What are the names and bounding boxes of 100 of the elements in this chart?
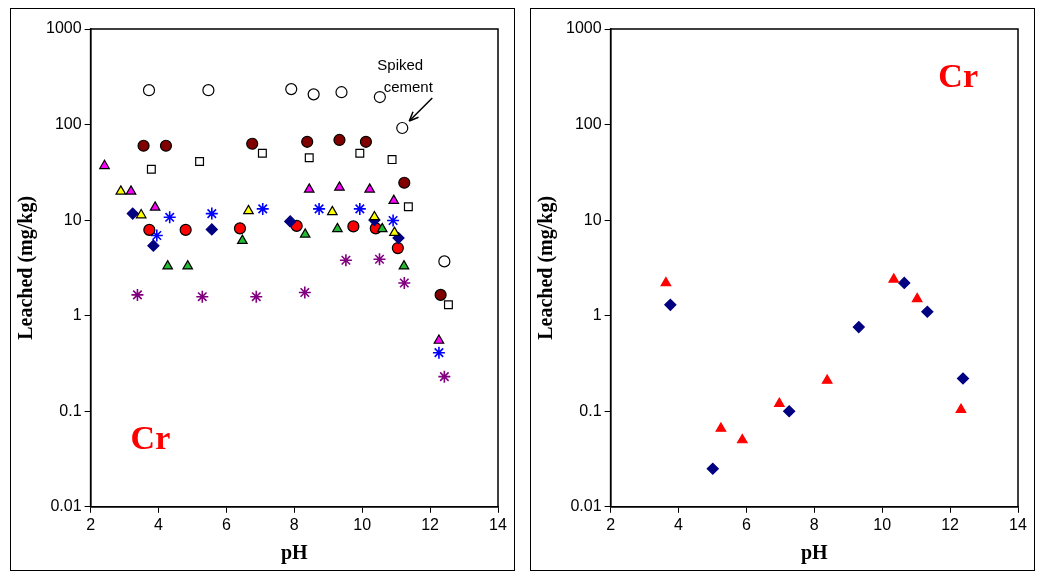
y-tick-label: 100: [54, 114, 82, 132]
point: [312, 202, 326, 216]
x-tick-label: 10: [353, 515, 372, 533]
point: [298, 285, 312, 300]
point: [783, 405, 796, 418]
y-tick-label: 100: [574, 114, 602, 132]
point: [660, 276, 672, 287]
point: [955, 403, 967, 413]
point: [162, 260, 174, 270]
annotation: Cr: [130, 418, 171, 456]
point: [396, 121, 409, 135]
x-tick-label: 8: [809, 515, 819, 533]
point: [332, 222, 343, 233]
point: [202, 84, 215, 97]
point: [255, 202, 270, 216]
point: [130, 288, 145, 302]
point: [434, 288, 447, 301]
point: [137, 139, 150, 152]
point: [433, 334, 445, 344]
point: [99, 159, 110, 170]
point: [715, 422, 727, 432]
point: [146, 164, 156, 174]
point: [898, 276, 911, 290]
point: [821, 374, 833, 384]
point: [301, 135, 314, 148]
y-tick-label: 0.01: [570, 497, 602, 515]
point: [911, 292, 923, 303]
point: [233, 222, 247, 235]
point: [326, 205, 338, 216]
x-tick-label: 10: [873, 515, 892, 533]
point: [195, 157, 205, 167]
point: [126, 207, 139, 220]
y-tick-label: 0.1: [579, 401, 602, 419]
point: [205, 223, 218, 236]
x-axis-title: pH: [800, 541, 829, 565]
point: [195, 289, 210, 304]
point: [135, 208, 147, 219]
point: [387, 155, 397, 165]
y-tick-label: 1000: [46, 19, 82, 37]
y-tick-label: 1: [592, 306, 602, 324]
point: [359, 135, 373, 148]
point: [243, 204, 254, 215]
point: [373, 90, 386, 104]
x-tick-label: 12: [941, 515, 960, 533]
point: [389, 226, 400, 236]
point: [304, 153, 314, 163]
annotation: Cr: [938, 57, 978, 94]
point: [162, 210, 177, 225]
x-tick-label: 4: [674, 515, 684, 533]
point: [334, 181, 345, 191]
point: [364, 183, 376, 193]
y-tick-label: 1000: [566, 19, 602, 37]
point: [159, 139, 173, 152]
point: [372, 252, 387, 266]
y-tick-label: 1: [72, 306, 82, 324]
x-tick-label: 14: [1009, 515, 1027, 533]
y-tick-label: 10: [583, 210, 602, 228]
y-tick-label: 0.1: [59, 401, 82, 419]
point: [437, 369, 452, 384]
annotation: Spiked cement: [377, 56, 434, 96]
y-axis-title: Leached (mg/kg): [14, 195, 38, 340]
point: [257, 148, 267, 158]
point: [142, 84, 156, 97]
point: [398, 176, 411, 189]
point: [115, 185, 127, 195]
point: [143, 223, 156, 236]
point: [249, 289, 264, 304]
y-tick-label: 0.01: [50, 497, 82, 515]
point: [236, 234, 248, 244]
point: [335, 86, 348, 99]
point: [921, 305, 934, 318]
point: [664, 298, 677, 311]
point: [353, 202, 367, 216]
point: [347, 220, 360, 233]
point: [391, 241, 404, 255]
point: [355, 148, 365, 158]
point: [284, 215, 297, 228]
point: [888, 273, 900, 283]
y-tick-label: 10: [63, 210, 82, 228]
x-tick-label: 4: [154, 515, 164, 533]
point: [150, 228, 164, 243]
point: [432, 345, 446, 360]
point: [773, 397, 785, 408]
x-tick-label: 2: [86, 515, 96, 533]
point: [246, 137, 259, 150]
point: [285, 83, 298, 96]
point: [438, 255, 451, 268]
point: [736, 433, 748, 444]
point: [307, 88, 320, 101]
point: [443, 300, 453, 310]
point: [149, 201, 161, 211]
point: [706, 462, 719, 475]
point: [398, 260, 410, 270]
point: [179, 223, 192, 236]
point: [852, 320, 865, 334]
point: [333, 133, 346, 147]
point: [205, 206, 219, 221]
x-tick-label: 6: [741, 515, 751, 533]
y-axis-title: Leached (mg/kg): [534, 195, 558, 340]
x-axis-title: pH: [280, 541, 309, 565]
